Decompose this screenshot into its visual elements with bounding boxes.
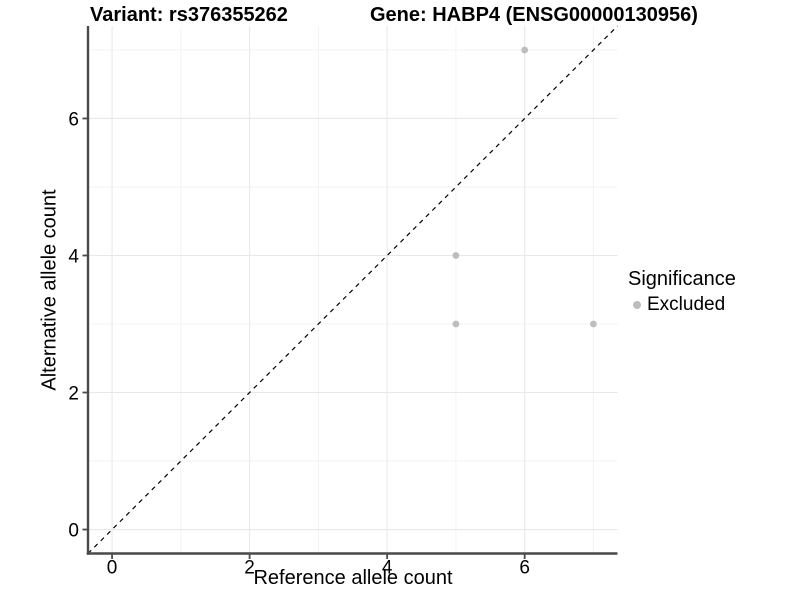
x-tick-label: 0 <box>107 558 118 579</box>
y-axis-title: Alternative allele count <box>38 189 61 391</box>
y-tick-label: 6 <box>68 109 79 130</box>
legend-item-label: Excluded <box>647 294 726 315</box>
y-tick-label: 4 <box>68 246 79 267</box>
data-point <box>590 320 597 328</box>
legend-title: Significance <box>628 268 736 290</box>
identity-dashed-line <box>87 25 618 554</box>
y-tick-label: 0 <box>68 521 79 542</box>
x-tick-label: 4 <box>382 558 393 579</box>
legend-key-dot-icon <box>633 301 641 309</box>
legend: Significance Excluded <box>628 268 736 316</box>
x-tick-label: 2 <box>244 558 255 579</box>
x-axis-title: Reference allele count <box>253 567 453 589</box>
data-point <box>521 46 529 54</box>
plot-title-variant: Variant: rs376355262 <box>90 4 288 26</box>
plot-title-gene: Gene: HABP4 (ENSG00000130956) <box>370 4 698 26</box>
x-tick-label: 6 <box>519 558 530 579</box>
data-point <box>452 252 460 259</box>
legend-item-excluded: Excluded <box>628 294 736 316</box>
y-tick-label: 2 <box>68 384 79 405</box>
data-point <box>452 320 460 328</box>
